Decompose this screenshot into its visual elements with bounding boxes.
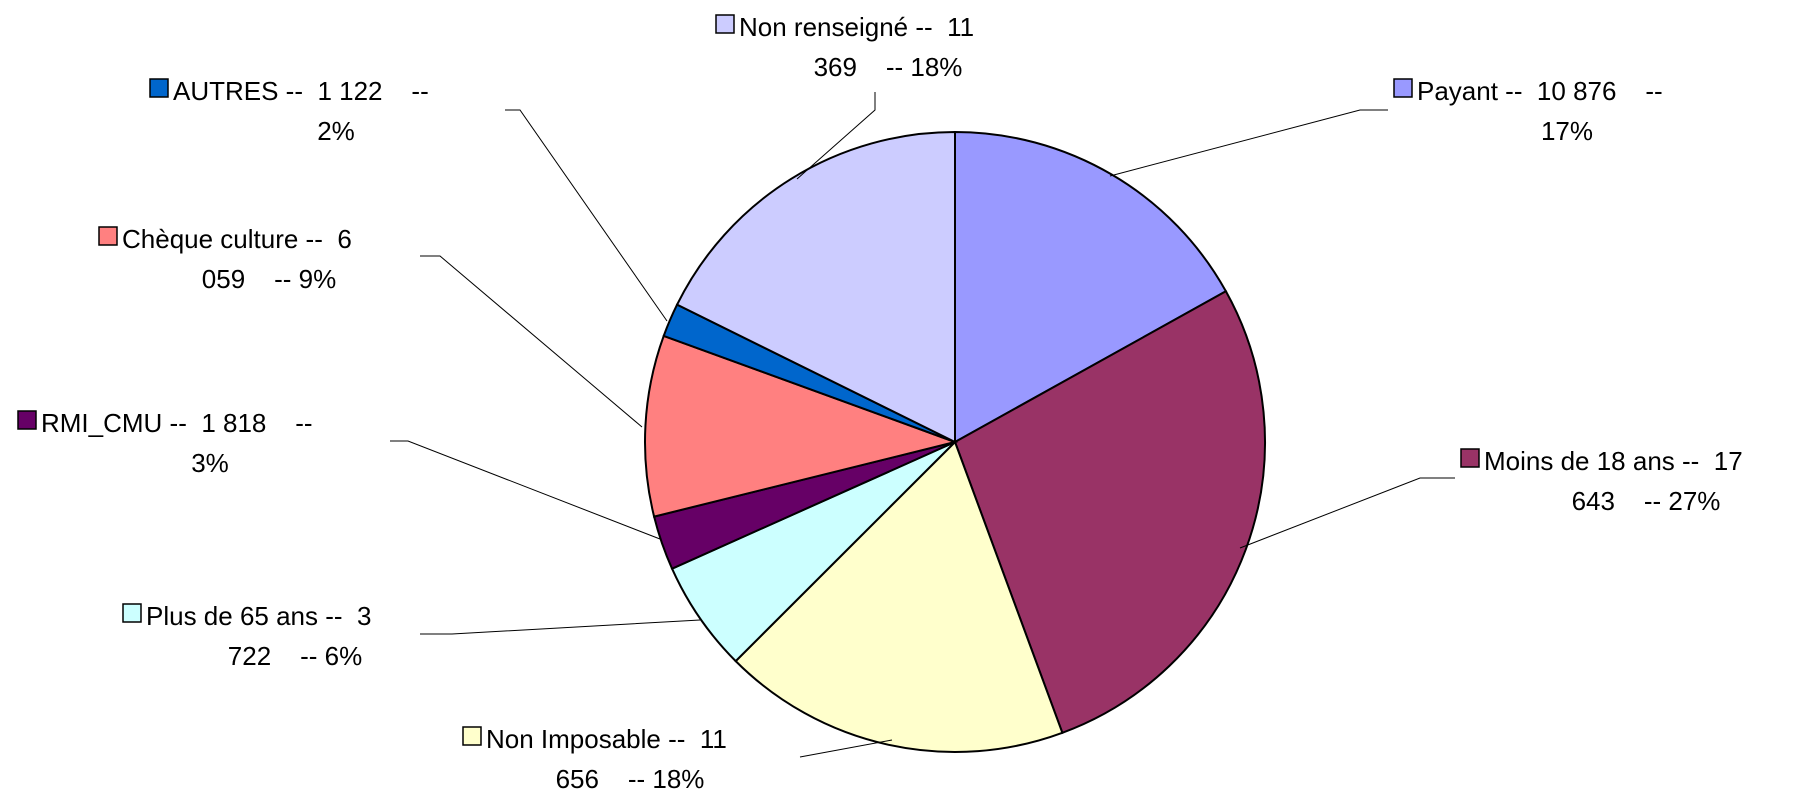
leader-line-non-renseign — [796, 92, 876, 180]
leader-line-non-imposable — [799, 739, 893, 758]
slice-label-non-renseign-line2: 369 -- 18% — [814, 52, 963, 82]
slice-label-rmi-cmu-line1: RMI_CMU -- 1 818 -- — [41, 408, 313, 438]
label-swatch-non-renseign — [715, 14, 735, 34]
label-swatch-moins-de-18-ans — [1460, 448, 1480, 468]
leader-lines — [390, 92, 1455, 758]
slice-label-moins-de-18-ans-line2: 643 -- 27% — [1572, 486, 1721, 516]
pie-slice-non-renseign — [675, 130, 956, 444]
slice-label-ch-que-culture-line2: 059 -- 9% — [202, 264, 336, 294]
pie-slice-non-imposable — [734, 440, 1064, 753]
leader-line-autres — [505, 109, 668, 322]
pie-slices — [644, 130, 1266, 753]
slice-label-non-renseign-line1: Non renseigné -- 11 — [739, 12, 974, 42]
label-swatch-autres — [149, 78, 169, 98]
label-swatch-non-imposable — [462, 726, 482, 746]
slice-labels: Payant -- 10 876 -- 17% Moins de 18 ans --… — [17, 12, 1743, 789]
slice-label-non-imposable-line2: 656 -- 18% — [556, 764, 705, 789]
label-swatch-rmi-cmu — [17, 410, 37, 430]
leader-line-ch-que-culture — [420, 255, 643, 428]
slice-label-ch-que-culture-line1: Chèque culture -- 6 — [122, 224, 352, 254]
label-swatch-ch-que-culture — [98, 226, 118, 246]
leader-line-payant — [1109, 109, 1388, 177]
slice-label-non-imposable-line1: Non Imposable -- 11 — [486, 724, 727, 754]
pie-slice-moins-de-18-ans — [953, 289, 1266, 735]
pie-slice-payant — [954, 130, 1228, 444]
slice-label-payant-line2: 17% — [1541, 116, 1593, 146]
slice-label-plus-de-65-ans-line2: 722 -- 6% — [228, 641, 362, 671]
slice-label-autres-line1: AUTRES -- 1 122 -- — [173, 76, 429, 106]
pie-slice-ch-que-culture — [644, 334, 959, 518]
label-swatch-plus-de-65-ans — [122, 603, 142, 623]
slice-label-rmi-cmu-line2: 3% — [191, 448, 229, 478]
leader-line-rmi-cmu — [390, 440, 661, 540]
label-swatch-payant — [1393, 78, 1413, 98]
slice-label-payant-line1: Payant -- 10 876 -- — [1417, 76, 1663, 106]
slice-label-plus-de-65-ans-line1: Plus de 65 ans -- 3 — [146, 601, 371, 631]
leader-line-moins-de-18-ans — [1239, 477, 1455, 549]
slice-label-autres-line2: 2% — [317, 116, 355, 146]
slice-label-moins-de-18-ans-line1: Moins de 18 ans -- 17 — [1484, 446, 1743, 476]
leader-line-plus-de-65-ans — [420, 619, 701, 635]
